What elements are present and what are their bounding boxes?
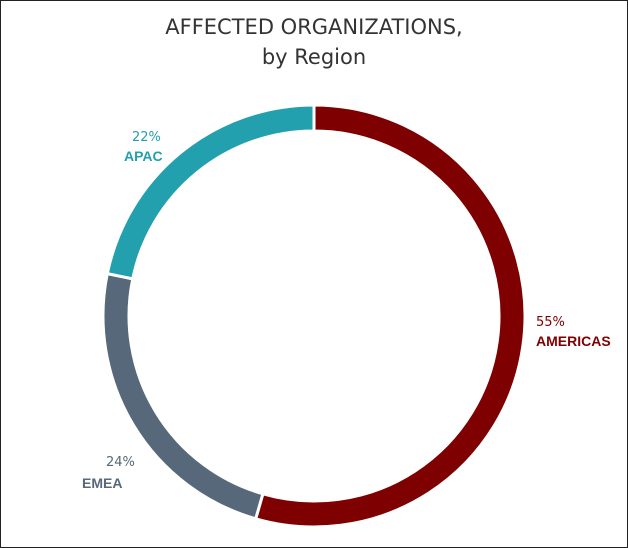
chart-title: AFFECTED ORGANIZATIONS, (165, 15, 463, 39)
donut-slice-apac (105, 103, 316, 281)
donut-slices (101, 103, 527, 529)
slice-value-label-apac: 22% (132, 130, 161, 145)
slice-category-label-apac: APAC (124, 148, 163, 164)
slice-value-label-emea: 24% (106, 455, 135, 470)
donut-slice-americas (253, 103, 527, 529)
slice-value-label-americas: 55% (536, 315, 565, 330)
slice-category-label-emea: EMEA (82, 475, 122, 491)
slice-category-label-americas: AMERICAS (536, 333, 611, 349)
chart-subtitle: by Region (261, 45, 367, 69)
chart-title-block: AFFECTED ORGANIZATIONS, by Region (0, 12, 628, 72)
donut-slice-emea (101, 271, 265, 521)
